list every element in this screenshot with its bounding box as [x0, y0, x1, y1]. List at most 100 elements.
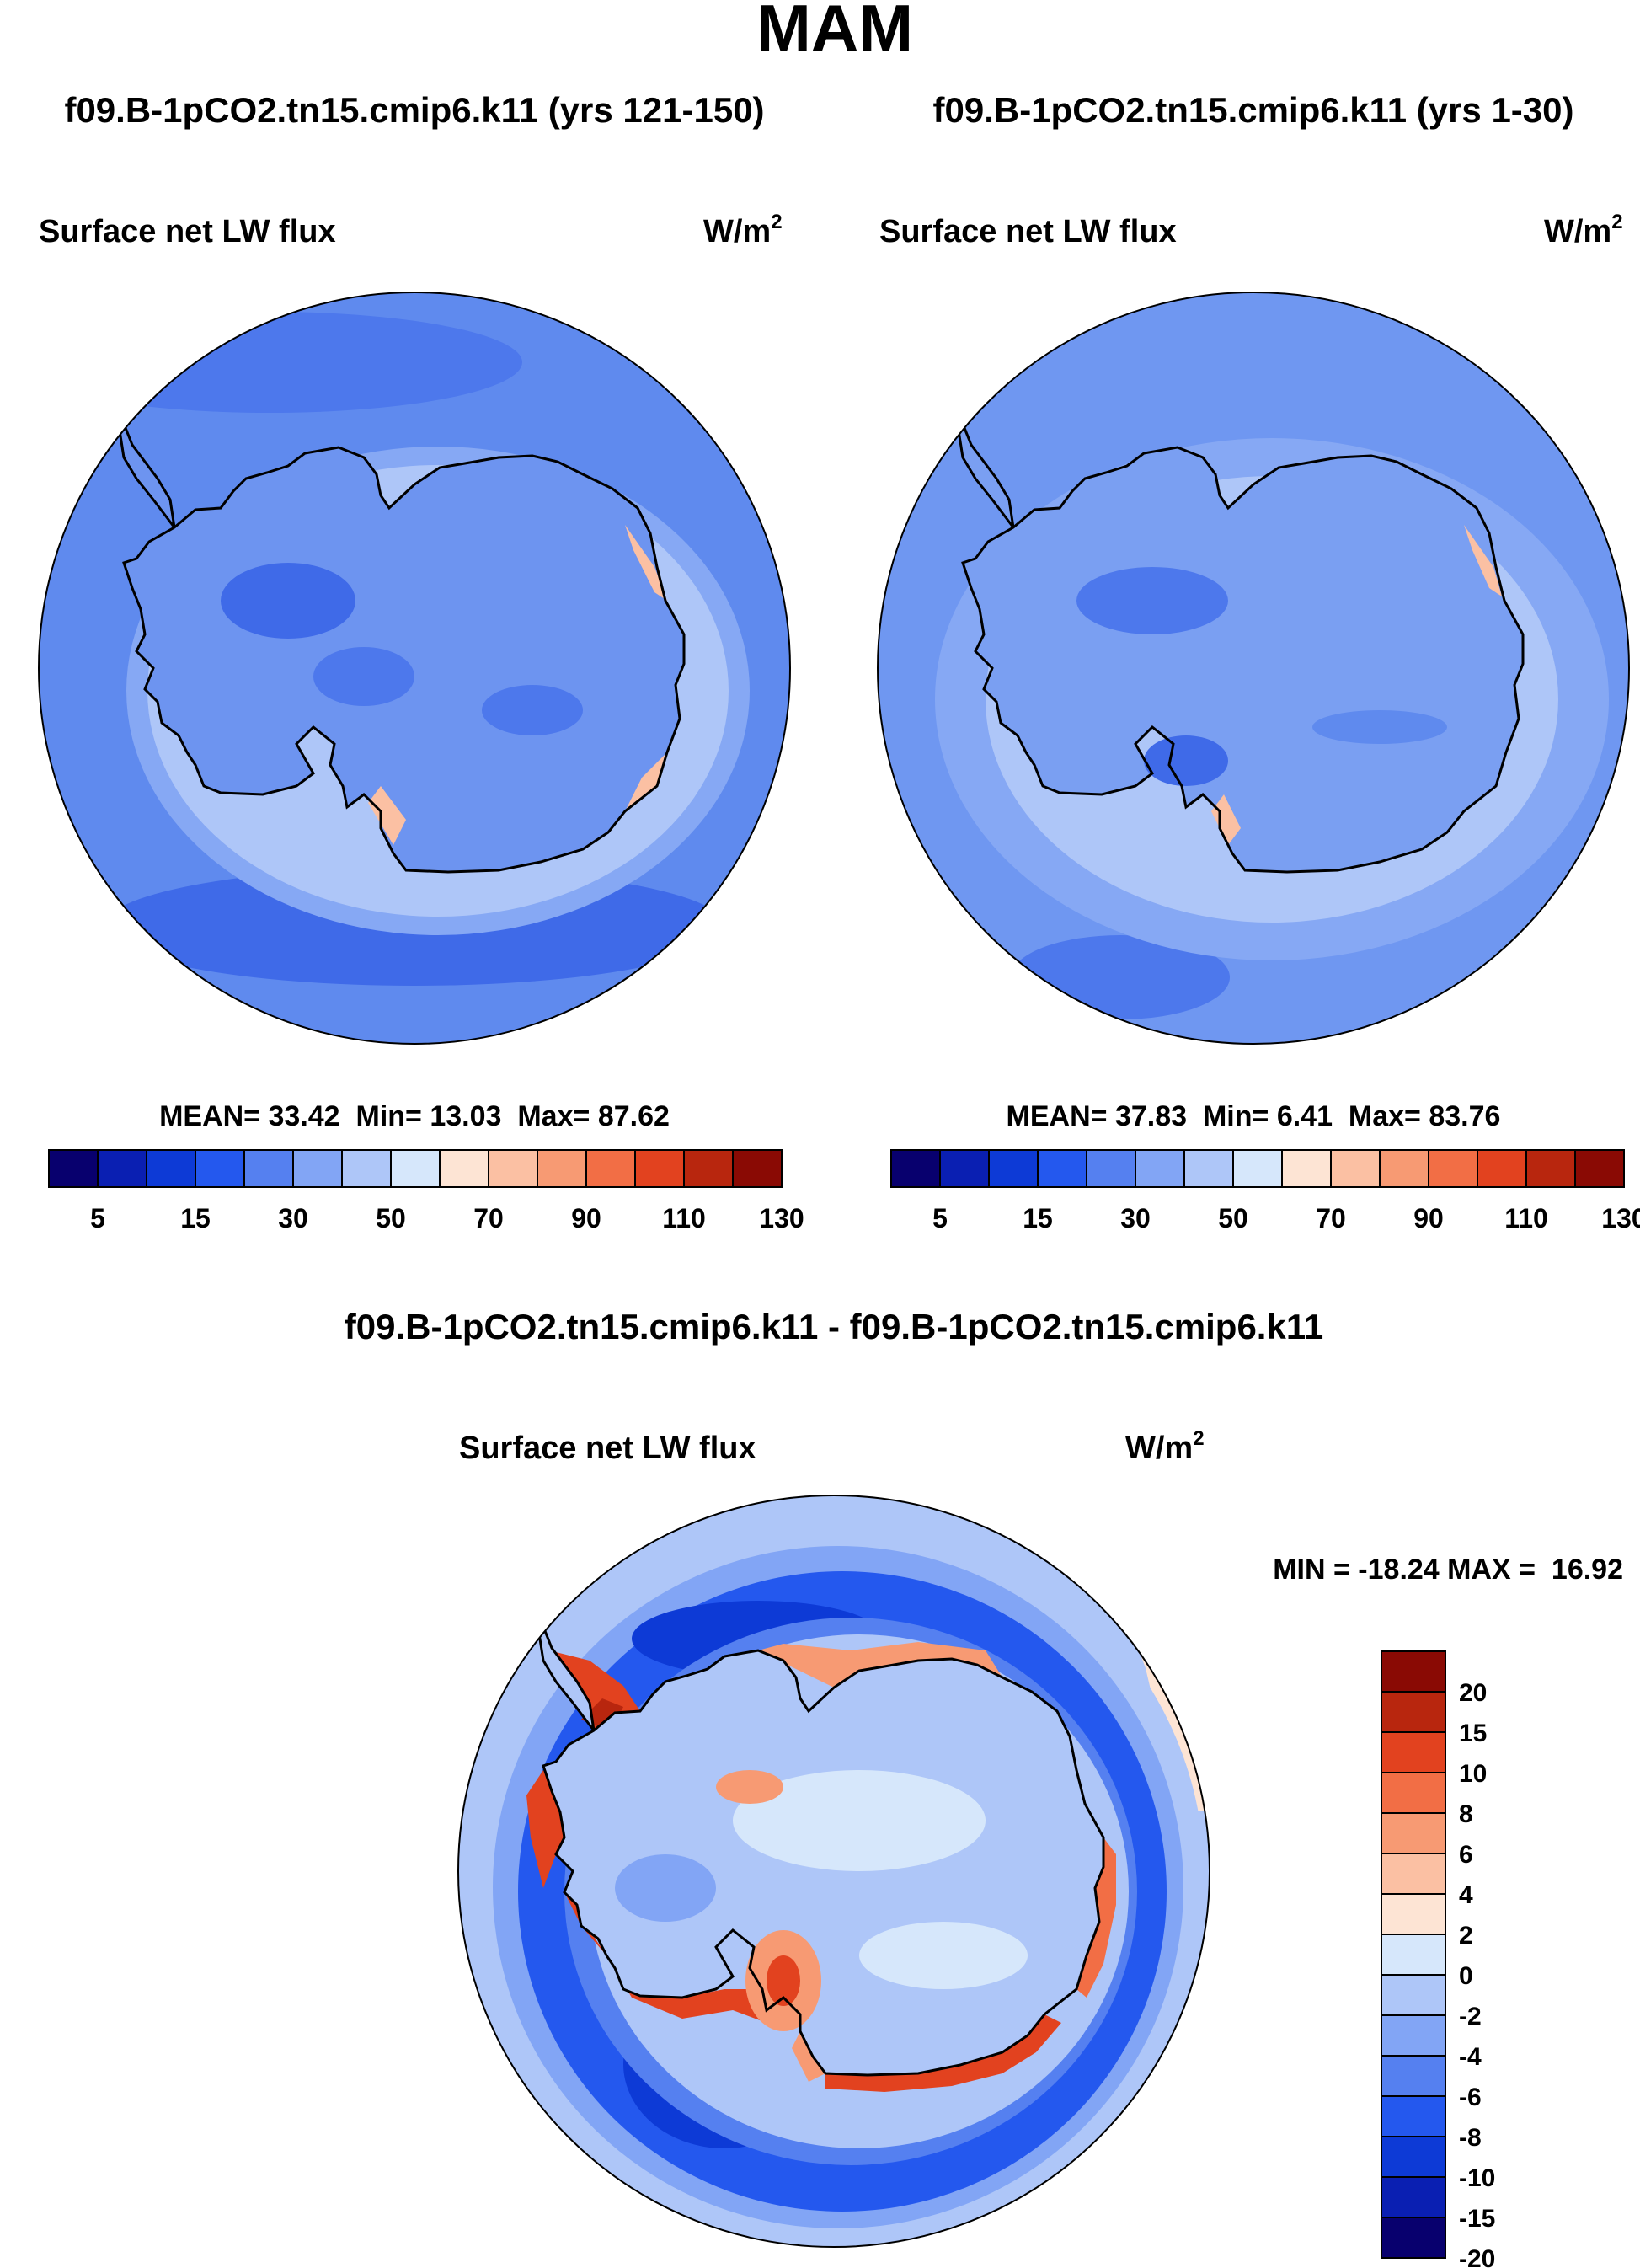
colorbar-swatch [1381, 1650, 1446, 1693]
colorbar-swatch [195, 1149, 245, 1188]
colorbar-swatch [1428, 1149, 1478, 1188]
right-colorbar: 5 15 30 50 70 90 110 130 [890, 1149, 1640, 1233]
right-max-value: 83.76 [1429, 1100, 1500, 1132]
colorbar-swatch [1381, 1853, 1446, 1895]
left-min-label: Min= [356, 1100, 422, 1132]
colorbar-swatch [1381, 1731, 1446, 1773]
colorbar-tick-label: 4 [1459, 1881, 1473, 1909]
colorbar-swatch [1381, 1974, 1446, 2016]
colorbar-tick-label: 90 [1413, 1203, 1444, 1233]
colorbar-tick-label: 70 [1316, 1203, 1346, 1233]
left-mean-value: 33.42 [269, 1100, 340, 1132]
colorbar-swatch [732, 1149, 783, 1188]
right-max-label: Max= [1349, 1100, 1421, 1132]
colorbar-swatch [634, 1149, 685, 1188]
colorbar-tick-label: 110 [1504, 1203, 1548, 1233]
colorbar-tick-label: 2 [1459, 1922, 1473, 1950]
colorbar-swatch [1135, 1149, 1185, 1188]
colorbar-tick-label: 15 [1023, 1203, 1053, 1233]
colorbar-tick-label: 8 [1459, 1800, 1473, 1828]
colorbar-swatch [1379, 1149, 1429, 1188]
colorbar-tick-label: 50 [1218, 1203, 1248, 1233]
diff-units-exp: 2 [1193, 1427, 1204, 1450]
left-max-label: Max= [517, 1100, 590, 1132]
colorbar-swatch [1381, 2055, 1446, 2097]
colorbar-tick-label: 20 [1459, 1679, 1487, 1707]
colorbar-swatch [97, 1149, 147, 1188]
colorbar-swatch [1381, 2095, 1446, 2137]
colorbar-tick-label: 90 [571, 1203, 601, 1233]
colorbar-swatch [1281, 1149, 1332, 1188]
colorbar-swatch [1086, 1149, 1136, 1188]
colorbar-swatch [1381, 1691, 1446, 1733]
colorbar-tick-label: 10 [1459, 1760, 1487, 1788]
colorbar-swatch [1330, 1149, 1381, 1188]
right-case-label: f09.B-1pCO2.tn15.cmip6.k11 (yrs 1-30) [932, 90, 1573, 130]
colorbar-swatch [1381, 1934, 1446, 1976]
diff-map-border [457, 1495, 1210, 2248]
colorbar-swatch [1381, 2217, 1446, 2259]
colorbar-tick-label: 30 [278, 1203, 308, 1233]
colorbar-swatch [439, 1149, 489, 1188]
right-stats: MEAN= 37.83 Min= 6.41 Max= 83.76 [1007, 1100, 1501, 1132]
colorbar-tick-label: -20 [1459, 2245, 1495, 2268]
left-mean-label: MEAN= [159, 1100, 260, 1132]
colorbar-swatch [683, 1149, 734, 1188]
left-variable-label: Surface net LW flux [39, 214, 336, 249]
colorbar-tick-label: -6 [1459, 2083, 1482, 2111]
colorbar-tick-label: -10 [1459, 2164, 1495, 2192]
left-map-border [38, 292, 791, 1045]
left-units-label: W/m2 [703, 211, 783, 249]
colorbar-swatch [1037, 1149, 1087, 1188]
right-units-base: W/m [1544, 214, 1611, 249]
left-case-label: f09.B-1pCO2.tn15.cmip6.k11 (yrs 121-150) [64, 90, 764, 130]
colorbar-swatch [243, 1149, 294, 1188]
right-mean-label: MEAN= [1007, 1100, 1108, 1132]
colorbar-swatch [1381, 2014, 1446, 2057]
colorbar-swatch [1381, 1893, 1446, 1935]
right-variable-label: Surface net LW flux [879, 214, 1177, 249]
left-units-base: W/m [703, 214, 771, 249]
colorbar-tick-label: 15 [180, 1203, 211, 1233]
colorbar-tick-label: 15 [1459, 1720, 1487, 1747]
right-min-value: 6.41 [1277, 1100, 1333, 1132]
colorbar-tick-label: -2 [1459, 2003, 1482, 2030]
colorbar-swatch [341, 1149, 392, 1188]
diff-polar-map [458, 1495, 1210, 2247]
colorbar-swatch [292, 1149, 343, 1188]
right-units-label: W/m2 [1544, 211, 1623, 249]
colorbar-tick-label: -4 [1459, 2043, 1482, 2071]
colorbar-swatch [390, 1149, 441, 1188]
diff-units-base: W/m [1125, 1431, 1193, 1466]
diff-variable-label: Surface net LW flux [459, 1431, 756, 1466]
colorbar-swatch [585, 1149, 636, 1188]
left-units-exp: 2 [771, 211, 782, 233]
colorbar-swatch [1574, 1149, 1625, 1188]
right-map-border [877, 292, 1630, 1045]
colorbar-swatch [1381, 2136, 1446, 2178]
colorbar-swatch [988, 1149, 1039, 1188]
right-units-exp: 2 [1611, 211, 1622, 233]
colorbar-swatch [146, 1149, 196, 1188]
left-colorbar: 5 15 30 50 70 90 110 130 [48, 1149, 804, 1233]
colorbar-swatch [890, 1149, 941, 1188]
diff-minmax: MIN = -18.24 MAX = 16.92 [1273, 1554, 1623, 1586]
colorbar-tick-label: 5 [932, 1203, 948, 1233]
colorbar-swatch [1525, 1149, 1576, 1188]
colorbar-tick-label: 5 [90, 1203, 105, 1233]
colorbar-tick-label: -8 [1459, 2124, 1482, 2152]
colorbar-tick-label: 110 [662, 1203, 706, 1233]
colorbar-swatch [48, 1149, 99, 1188]
left-stats: MEAN= 33.42 Min= 13.03 Max= 87.62 [159, 1100, 670, 1132]
colorbar-tick-label: 130 [759, 1203, 804, 1233]
colorbar-tick-label: 50 [376, 1203, 406, 1233]
right-min-label: Min= [1203, 1100, 1269, 1132]
diff-units-label: W/m2 [1125, 1427, 1205, 1466]
colorbar-tick-label: 30 [1120, 1203, 1151, 1233]
colorbar-swatch [939, 1149, 990, 1188]
colorbar-swatch [1477, 1149, 1527, 1188]
right-mean-value: 37.83 [1115, 1100, 1187, 1132]
colorbar-tick-label: -15 [1459, 2205, 1495, 2233]
